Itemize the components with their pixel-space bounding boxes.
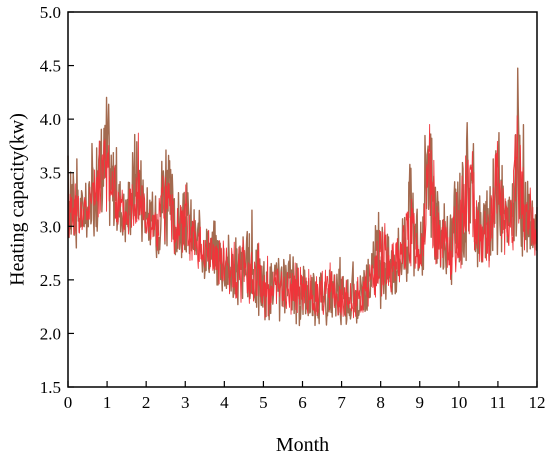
x-tick-label: 1 [103,393,112,412]
x-tick-label: 0 [64,393,73,412]
x-tick-label: 12 [529,393,546,412]
y-tick-label: 3.0 [40,217,61,236]
y-axis: 1.5 2.0 2.5 3.0 3.5 4.0 4.5 5.0 [40,3,74,397]
x-tick-label: 4 [220,393,229,412]
x-tick-label: 9 [416,393,425,412]
x-tick-label: 11 [490,393,506,412]
x-tick-label: 7 [337,393,346,412]
y-tick-label: 4.0 [40,110,61,129]
x-tick-label: 3 [181,393,190,412]
y-tick-label: 2.0 [40,324,61,343]
x-tick-label: 8 [376,393,385,412]
y-tick-label: 1.5 [40,378,61,397]
x-axis: 0 1 2 3 4 5 6 7 8 9 10 11 12 [64,381,546,412]
data-layer [67,67,538,327]
x-axis-label: Month [276,434,329,456]
x-tick-label: 6 [298,393,307,412]
x-tick-label: 5 [259,393,268,412]
x-tick-label: 2 [142,393,151,412]
x-tick-label: 10 [450,393,467,412]
y-tick-label: 3.5 [40,164,61,183]
y-axis-label: Heating capacity(kw) [7,113,29,286]
y-tick-label: 5.0 [40,3,61,22]
series-main-line [67,115,538,319]
y-tick-label: 4.5 [40,57,61,76]
y-tick-label: 2.5 [40,271,61,290]
